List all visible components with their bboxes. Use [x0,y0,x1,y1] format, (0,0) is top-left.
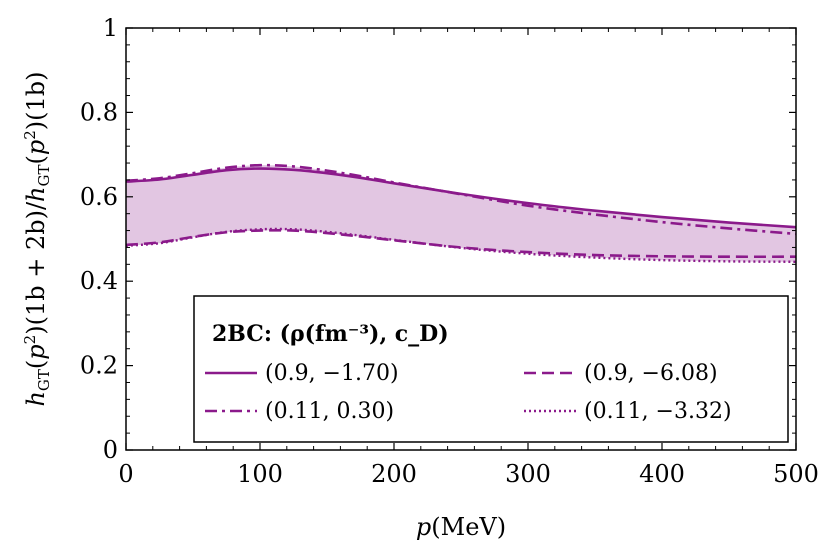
axis-ticks: 0 100 200 300 400 500 0 0.2 0.4 0.6 0.8 1 [80,14,819,488]
y-tick-label: 0.6 [80,183,118,211]
plot-frame [125,27,797,451]
uncertainty-band [126,165,796,262]
series-lines-layer [126,163,796,263]
x-tick-label: 200 [371,460,417,488]
uncertainty-band-layer [126,165,796,262]
y-axis-title: hGT(p2)(1b + 2b)/hGT(p2)(1b) [21,71,53,406]
legend-box [193,295,789,443]
x-axis-title: p(MeV) [416,513,506,541]
series-line-dashdot [126,163,796,236]
series-line-dotted [126,227,796,263]
legend-label-solid: (0.9, −1.70) [265,361,399,386]
y-tick-label: 0.8 [80,98,118,126]
y-tick-label: 0 [103,436,118,464]
y-tick-label: 0.4 [80,267,118,295]
legend: 2BC: (ρ(fm⁻³), c_D) (0.9, −1.70) (0.9, −6… [193,295,789,443]
legend-items: (0.9, −1.70) (0.9, −6.08) (0.11, 0.30) (0.1… [205,361,732,424]
legend-title: 2BC: (ρ(fm⁻³), c_D) [212,321,449,347]
x-tick-label: 100 [237,460,283,488]
x-tick-label: 0 [118,460,133,488]
series-line-solid [126,167,796,229]
y-tick-label: 1 [103,14,118,42]
x-tick-label: 400 [639,460,685,488]
svg-text:hGT(p2)(1b + 2b)/hGT(p2)(1b): hGT(p2)(1b + 2b)/hGT(p2)(1b) [21,71,53,406]
x-tick-label: 300 [505,460,551,488]
x-tick-label: 500 [773,460,819,488]
legend-label-dashdot: (0.11, 0.30) [265,399,394,424]
legend-label-dashed: (0.9, −6.08) [584,361,718,386]
legend-label-dotted: (0.11, −3.32) [584,399,732,424]
y-tick-label: 0.2 [80,352,118,380]
